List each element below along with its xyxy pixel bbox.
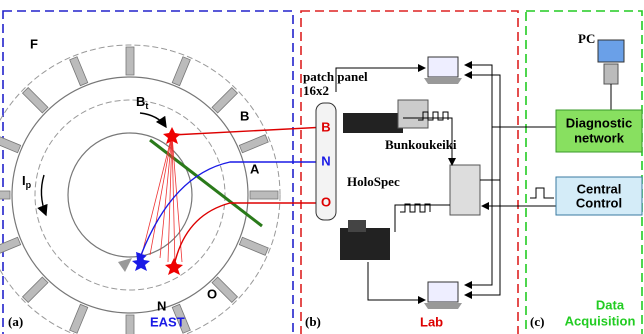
coil bbox=[70, 57, 88, 86]
coil-label: N bbox=[157, 298, 166, 313]
laptop bbox=[424, 57, 462, 84]
port-label: N bbox=[321, 153, 330, 168]
panel-title: EAST bbox=[150, 314, 185, 329]
current-subscript: p bbox=[26, 180, 32, 190]
panel-label: (c) bbox=[530, 314, 544, 329]
tokamak bbox=[0, 45, 326, 334]
field-subscript: t bbox=[145, 101, 148, 111]
coil bbox=[172, 57, 190, 86]
panel-title: Lab bbox=[420, 314, 443, 329]
control-box bbox=[450, 165, 480, 215]
panel-title: Acquisition bbox=[565, 313, 636, 328]
coil bbox=[239, 237, 268, 255]
device-label: Bunkoukeiki bbox=[385, 137, 457, 152]
coil bbox=[126, 47, 134, 75]
coil bbox=[126, 315, 134, 334]
box-label: network bbox=[574, 130, 625, 145]
field-label: Bt bbox=[136, 94, 148, 111]
coil bbox=[0, 191, 10, 199]
panel-label: (a) bbox=[8, 314, 23, 329]
bunkoukeiki-device bbox=[343, 100, 428, 133]
coil-label: O bbox=[207, 286, 217, 301]
coil-label: F bbox=[30, 36, 38, 51]
coil bbox=[70, 304, 88, 333]
pc-icon bbox=[598, 40, 624, 84]
device-label: HoloSpec bbox=[347, 174, 400, 189]
box-label: Diagnostic bbox=[566, 115, 632, 130]
coil bbox=[212, 88, 237, 113]
figure: F B A O N Bt Ip (a) EAST patch panel 16x… bbox=[0, 0, 644, 334]
laptop bbox=[424, 282, 462, 309]
coil-label: B bbox=[240, 108, 249, 123]
pc-label: PC bbox=[578, 31, 595, 46]
holospec-device bbox=[340, 220, 390, 260]
panel-label: (b) bbox=[305, 314, 321, 329]
panel-title: Data bbox=[596, 297, 625, 312]
coil bbox=[250, 191, 278, 199]
box-label: Central bbox=[577, 181, 622, 196]
coil bbox=[23, 277, 48, 302]
port-label: B bbox=[321, 119, 330, 134]
coil bbox=[23, 88, 48, 113]
coil bbox=[239, 135, 268, 153]
box-label: Control bbox=[576, 195, 622, 210]
current-label: Ip bbox=[22, 173, 32, 190]
port-label: O bbox=[321, 194, 331, 209]
coil-label: A bbox=[250, 161, 260, 176]
panel-c-frame bbox=[526, 11, 642, 334]
patch-panel-label: 16x2 bbox=[303, 83, 329, 98]
field-symbol: B bbox=[136, 94, 145, 109]
